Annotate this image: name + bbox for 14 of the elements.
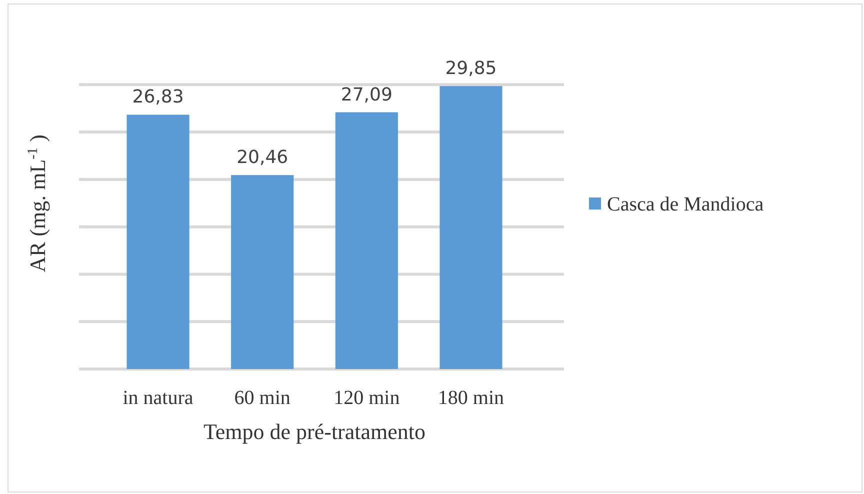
bar [440,86,502,369]
x-tick-label: 120 min [334,387,400,409]
x-axis-title: Tempo de pré-tratamento [203,419,426,444]
x-tick-label: 60 min [234,387,290,409]
data-label: 20,46 [236,147,288,168]
legend-label: Casca de Mandioca [607,194,764,216]
bar [231,175,294,369]
bar [335,112,398,369]
x-tick-label: in natura [122,387,194,409]
data-label: 27,09 [340,84,392,106]
data-label: 29,85 [445,58,497,80]
data-label: 26,83 [132,86,184,108]
bar [126,114,190,369]
x-tick-label: 180 min [438,387,504,409]
